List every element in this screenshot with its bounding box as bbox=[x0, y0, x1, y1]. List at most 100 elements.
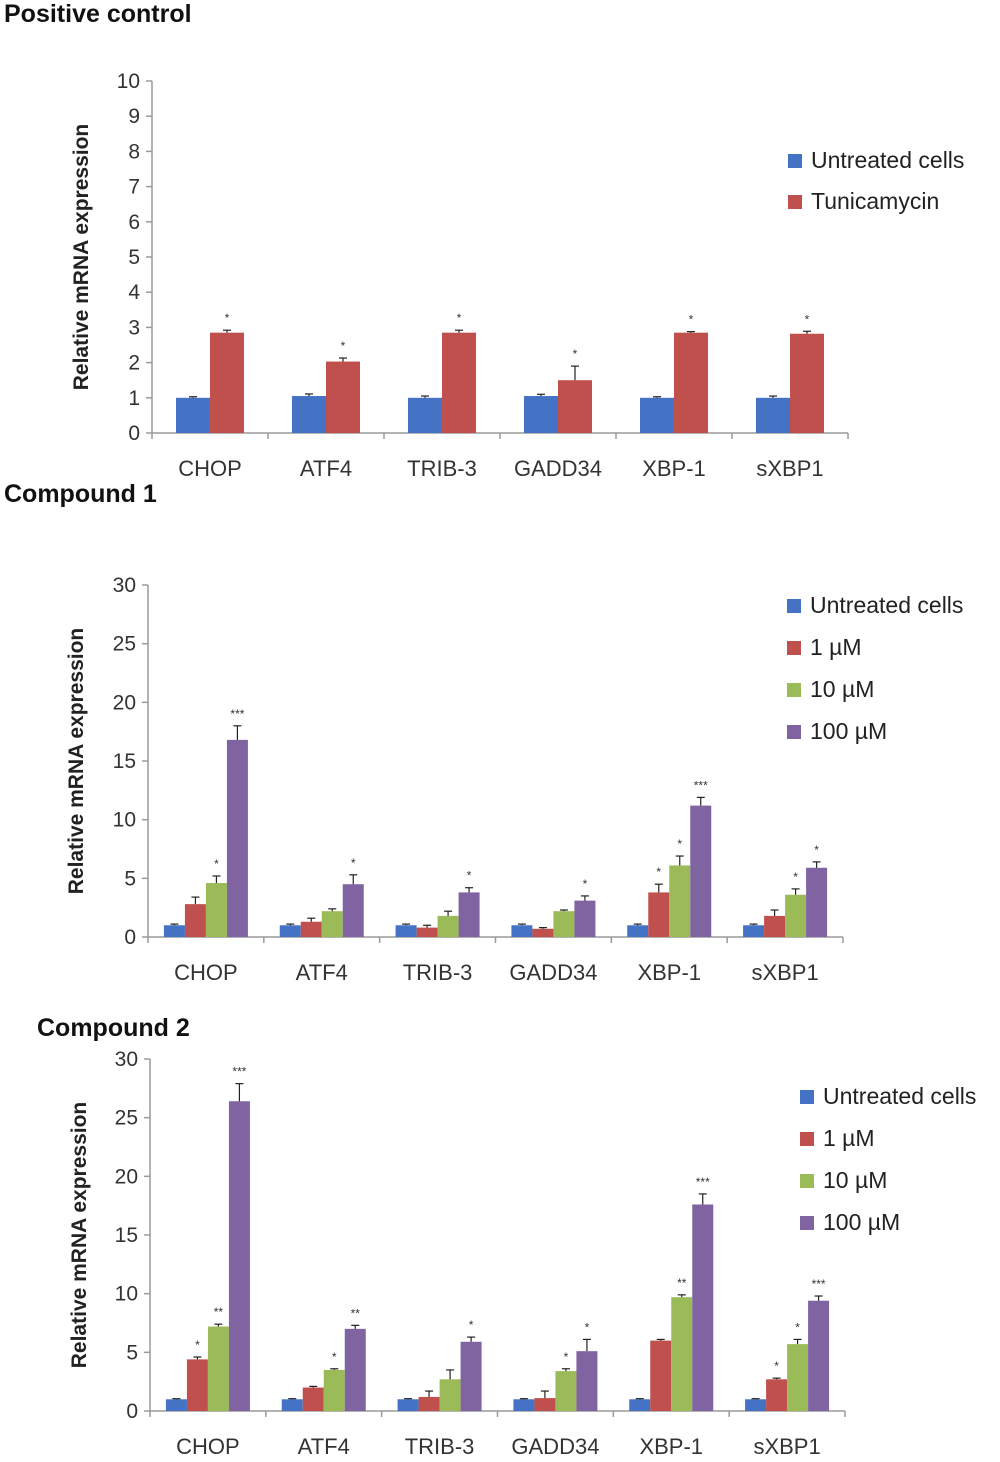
y-tick-label: 1 bbox=[128, 387, 140, 410]
category-label-chop: CHOP bbox=[178, 456, 242, 481]
bar-100-um-xbp-1 bbox=[692, 1204, 714, 1411]
y-tick-label: 30 bbox=[113, 574, 136, 597]
bar-1-um-chop bbox=[184, 904, 206, 937]
category-label-gadd34: GADD34 bbox=[514, 456, 602, 481]
bar-10-um-sxbp1 bbox=[785, 894, 807, 937]
category-label-xbp-1: XBP-1 bbox=[639, 1434, 703, 1459]
legend-swatch-untreated-cells bbox=[787, 599, 801, 613]
bar-untreated-cells-trib-3 bbox=[408, 397, 442, 433]
legend-label-10-um: 10 µM bbox=[810, 676, 874, 702]
significance-marker: * bbox=[585, 1320, 590, 1334]
bar-100-um-xbp-1 bbox=[690, 805, 712, 937]
bar-untreated-cells-sxbp1 bbox=[743, 925, 765, 937]
y-tick-label: 5 bbox=[128, 246, 140, 269]
significance-marker: *** bbox=[694, 778, 708, 792]
legend-label-1-um: 1 µM bbox=[810, 634, 862, 660]
y-tick-label: 10 bbox=[117, 70, 140, 93]
bar-1-um-trib-3 bbox=[418, 1396, 440, 1411]
category-label-xbp-1: XBP-1 bbox=[642, 456, 706, 481]
bar-untreated-cells-sxbp1 bbox=[756, 397, 790, 433]
bar-10-um-xbp-1 bbox=[669, 865, 691, 937]
legend-label-untreated-cells: Untreated cells bbox=[823, 1083, 976, 1109]
bar-tunicamycin-atf4 bbox=[326, 361, 360, 433]
bar-1-um-sxbp1 bbox=[764, 915, 786, 937]
y-tick-label: 25 bbox=[115, 1107, 138, 1130]
bar-1-um-chop bbox=[186, 1359, 208, 1411]
category-label-atf4: ATF4 bbox=[300, 456, 352, 481]
bar-1-um-sxbp1 bbox=[766, 1379, 788, 1411]
legend-swatch-untreated-cells bbox=[800, 1090, 814, 1104]
category-label-atf4: ATF4 bbox=[298, 1434, 350, 1459]
significance-marker: * bbox=[793, 870, 798, 884]
bar-100-um-chop bbox=[228, 1101, 250, 1411]
category-label-chop: CHOP bbox=[176, 1434, 240, 1459]
legend-swatch-10-um bbox=[787, 683, 801, 697]
bar-100-um-atf4 bbox=[344, 1328, 366, 1411]
significance-marker: *** bbox=[232, 1065, 246, 1079]
bar-100-um-trib-3 bbox=[458, 892, 480, 937]
significance-marker: * bbox=[795, 1320, 800, 1334]
category-label-atf4: ATF4 bbox=[296, 960, 348, 985]
significance-marker: * bbox=[814, 843, 819, 857]
bar-10-um-trib-3 bbox=[437, 915, 459, 937]
bar-untreated-cells-trib-3 bbox=[397, 1399, 419, 1411]
bar-1-um-trib-3 bbox=[416, 927, 438, 937]
bar-tunicamycin-gadd34 bbox=[558, 380, 592, 433]
bar-untreated-cells-chop bbox=[165, 1399, 187, 1411]
legend-swatch-100-um bbox=[787, 725, 801, 739]
y-tick-label: 0 bbox=[128, 422, 140, 445]
y-tick-label: 5 bbox=[126, 1341, 138, 1364]
category-label-trib-3: TRIB-3 bbox=[405, 1434, 475, 1459]
legend-label-10-um: 10 µM bbox=[823, 1167, 887, 1193]
significance-marker: * bbox=[689, 313, 694, 327]
y-tick-label: 15 bbox=[115, 1224, 138, 1247]
bar-1-um-xbp-1 bbox=[650, 1340, 672, 1411]
significance-marker: * bbox=[341, 339, 346, 353]
bar-untreated-cells-atf4 bbox=[279, 925, 301, 937]
compound-2-chart: 0 5 10 15 20 25 30 Relative mRNA expression CHOP… bbox=[68, 1048, 976, 1459]
significance-marker: *** bbox=[812, 1277, 826, 1291]
y-tick-label: 25 bbox=[113, 633, 136, 656]
category-label-chop: CHOP bbox=[174, 960, 238, 985]
bar-10-um-trib-3 bbox=[439, 1379, 461, 1411]
bar-tunicamycin-sxbp1 bbox=[790, 333, 824, 433]
positive-control-chart: 0 1 2 3 4 5 6 7 8 9 10 Relative mRNA expression CHOP… bbox=[70, 70, 964, 481]
category-label-sxbp1: sXBP1 bbox=[753, 1434, 820, 1459]
y-tick-label: 0 bbox=[124, 926, 136, 949]
category-label-gadd34: GADD34 bbox=[511, 1434, 599, 1459]
legend-swatch-10-um bbox=[800, 1174, 814, 1188]
bar-100-um-chop bbox=[226, 739, 248, 937]
y-axis-label: Relative mRNA expression bbox=[70, 124, 93, 391]
significance-marker: * bbox=[332, 1350, 337, 1364]
legend-label-100-um: 100 µM bbox=[810, 718, 887, 744]
bar-100-um-atf4 bbox=[342, 884, 364, 937]
legend-swatch-1-um bbox=[800, 1132, 814, 1146]
significance-marker: * bbox=[573, 347, 578, 361]
bar-10-um-xbp-1 bbox=[671, 1297, 693, 1411]
bar-100-um-sxbp1 bbox=[806, 867, 828, 937]
y-tick-label: 6 bbox=[128, 211, 140, 234]
category-label-trib-3: TRIB-3 bbox=[407, 456, 477, 481]
significance-marker: * bbox=[656, 865, 661, 879]
bar-untreated-cells-xbp-1 bbox=[629, 1399, 651, 1411]
y-tick-label: 3 bbox=[128, 316, 140, 339]
y-tick-label: 9 bbox=[128, 105, 140, 128]
y-tick-label: 2 bbox=[128, 352, 140, 375]
chart-title-compound-1: Compound 1 bbox=[4, 480, 157, 508]
significance-marker: * bbox=[564, 1350, 569, 1364]
bar-10-um-gadd34 bbox=[553, 911, 575, 937]
significance-marker: ** bbox=[677, 1276, 687, 1290]
bar-10-um-chop bbox=[207, 1326, 229, 1411]
bar-10-um-atf4 bbox=[323, 1369, 345, 1411]
category-label-gadd34: GADD34 bbox=[509, 960, 597, 985]
bar-untreated-cells-atf4 bbox=[281, 1399, 303, 1411]
y-axis-label: Relative mRNA expression bbox=[68, 1102, 91, 1369]
significance-marker: * bbox=[469, 1318, 474, 1332]
legend-label-untreated-cells: Untreated cells bbox=[810, 592, 963, 618]
significance-marker: * bbox=[774, 1359, 779, 1373]
bar-untreated-cells-gadd34 bbox=[524, 396, 558, 433]
significance-marker: * bbox=[214, 857, 219, 871]
bar-10-um-chop bbox=[205, 883, 227, 937]
category-label-sxbp1: sXBP1 bbox=[751, 960, 818, 985]
y-tick-label: 10 bbox=[113, 809, 136, 832]
